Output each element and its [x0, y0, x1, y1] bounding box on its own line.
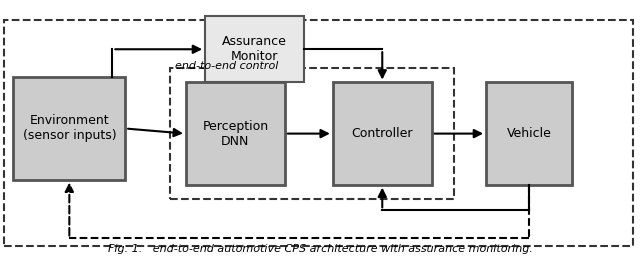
Text: Vehicle: Vehicle [507, 127, 552, 140]
Text: Fig. 1.   end-to-end automotive CPS architecture with assurance monitoring.: Fig. 1. end-to-end automotive CPS archit… [108, 244, 532, 254]
Text: Assurance
Monitor: Assurance Monitor [222, 35, 287, 63]
FancyBboxPatch shape [205, 16, 304, 82]
Text: Controller: Controller [351, 127, 413, 140]
Text: Environment
(sensor inputs): Environment (sensor inputs) [22, 115, 116, 142]
FancyBboxPatch shape [333, 82, 432, 185]
FancyBboxPatch shape [486, 82, 572, 185]
Text: Perception
DNN: Perception DNN [202, 120, 268, 148]
Text: end-to-end control: end-to-end control [175, 61, 278, 71]
FancyBboxPatch shape [186, 82, 285, 185]
FancyBboxPatch shape [13, 77, 125, 180]
